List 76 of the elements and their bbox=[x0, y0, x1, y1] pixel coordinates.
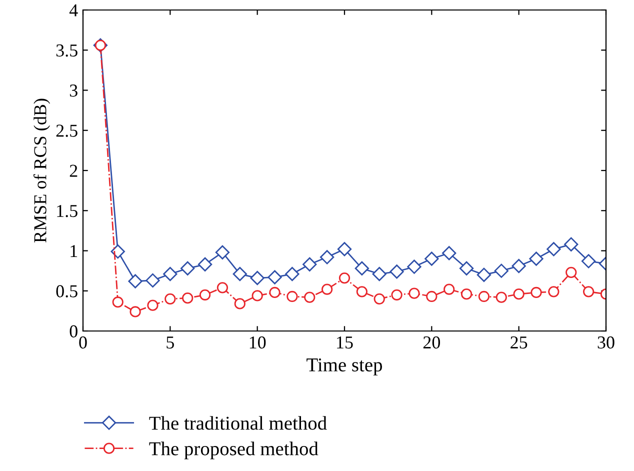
point bbox=[566, 266, 577, 278]
point bbox=[338, 272, 350, 284]
point bbox=[583, 286, 594, 298]
x-tick-label: 0 bbox=[79, 336, 87, 349]
x-tick-label: 25 bbox=[510, 336, 528, 349]
y-axis-title: RMSE of RCS (dB) bbox=[33, 98, 50, 242]
x-axis-title: Time step bbox=[306, 358, 382, 376]
point bbox=[354, 261, 370, 276]
point bbox=[564, 237, 578, 252]
point bbox=[164, 293, 176, 304]
y-tick-label: 0 bbox=[70, 325, 78, 338]
point bbox=[494, 264, 508, 278]
point bbox=[372, 266, 386, 282]
x-tick-label: 15 bbox=[337, 336, 353, 349]
point bbox=[476, 268, 492, 282]
point bbox=[304, 292, 316, 303]
point bbox=[513, 288, 524, 300]
x-tick-label: 10 bbox=[250, 336, 266, 349]
point bbox=[529, 252, 544, 266]
point bbox=[147, 300, 158, 311]
x-tick-label: 5 bbox=[166, 336, 174, 349]
y-tick-label: 1 bbox=[70, 245, 78, 258]
point bbox=[163, 266, 178, 282]
point bbox=[216, 282, 228, 294]
y-tick-label: 4 bbox=[69, 4, 78, 16]
point bbox=[252, 290, 263, 302]
y-tick-label: 2.5 bbox=[56, 124, 78, 137]
point bbox=[460, 288, 472, 300]
y-tick-label: 1.5 bbox=[57, 204, 78, 218]
y-tick-label: 2 bbox=[70, 164, 78, 177]
point bbox=[407, 260, 422, 274]
point bbox=[146, 273, 160, 288]
x-tick-label: 20 bbox=[423, 336, 440, 349]
point bbox=[478, 290, 490, 302]
point bbox=[268, 270, 282, 284]
point bbox=[112, 296, 124, 308]
point bbox=[426, 290, 438, 302]
point bbox=[320, 250, 334, 264]
point bbox=[408, 288, 420, 299]
point bbox=[232, 266, 247, 282]
point bbox=[546, 242, 561, 256]
point bbox=[459, 261, 474, 276]
point bbox=[581, 254, 596, 268]
x-tick-label: 30 bbox=[598, 336, 614, 349]
point bbox=[374, 293, 385, 304]
point bbox=[215, 245, 230, 260]
point bbox=[442, 246, 456, 260]
point bbox=[269, 286, 280, 298]
point bbox=[198, 257, 212, 272]
legend-label: The proposed method bbox=[149, 442, 318, 460]
point bbox=[548, 286, 560, 298]
point bbox=[285, 266, 300, 282]
point bbox=[496, 292, 507, 303]
point bbox=[356, 286, 368, 298]
point bbox=[182, 292, 194, 304]
point bbox=[512, 258, 526, 274]
point bbox=[234, 298, 246, 310]
legend-label: The traditional method bbox=[149, 416, 327, 430]
point bbox=[128, 274, 142, 288]
point bbox=[424, 252, 439, 266]
y-tick-label: 3.5 bbox=[56, 44, 78, 57]
y-tick-label: 0.5 bbox=[56, 285, 78, 298]
point bbox=[302, 257, 317, 272]
point bbox=[250, 270, 264, 286]
point bbox=[444, 284, 455, 295]
point bbox=[286, 290, 298, 302]
point bbox=[110, 244, 125, 259]
y-tick-label: 3 bbox=[70, 84, 78, 97]
point bbox=[390, 264, 404, 279]
point bbox=[337, 242, 352, 256]
point bbox=[130, 306, 141, 318]
point bbox=[199, 289, 211, 300]
point bbox=[391, 289, 402, 300]
point bbox=[322, 284, 333, 295]
point bbox=[530, 286, 542, 298]
point bbox=[180, 261, 195, 276]
